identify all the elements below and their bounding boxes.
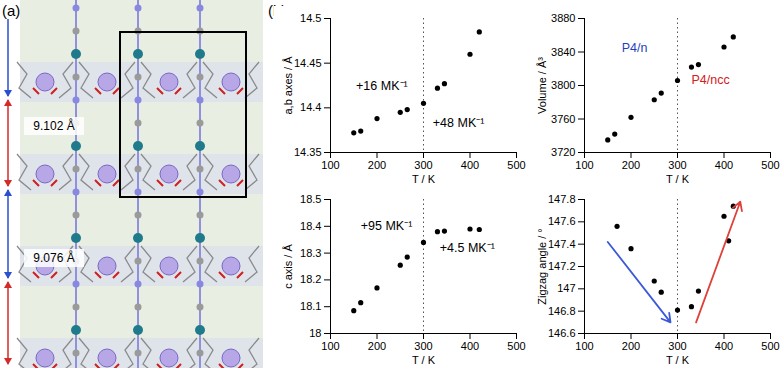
svg-text:T / K: T / K (666, 354, 690, 366)
svg-text:18.3: 18.3 (300, 247, 321, 259)
svg-text:200: 200 (368, 159, 386, 171)
svg-text:T / K: T / K (412, 354, 436, 366)
svg-text:147: 147 (557, 282, 575, 294)
svg-text:100: 100 (321, 159, 339, 171)
svg-text:T / K: T / K (666, 173, 690, 185)
svg-text:146.8: 146.8 (548, 305, 576, 317)
svg-text:14.4: 14.4 (300, 101, 321, 113)
svg-text:200: 200 (368, 340, 386, 352)
svg-text:100: 100 (575, 340, 593, 352)
html-text:(b): (b) (268, 2, 287, 19)
svg-text:18: 18 (309, 327, 321, 339)
svg-text:100: 100 (575, 159, 593, 171)
svg-text:300: 300 (668, 340, 686, 352)
svg-text:400: 400 (715, 340, 733, 352)
svg-text:146.6: 146.6 (548, 327, 576, 339)
svg-text:18.1: 18.1 (300, 300, 321, 312)
svg-text:3800: 3800 (551, 79, 575, 91)
svg-text:9.102 Å: 9.102 Å (33, 118, 74, 133)
svg-text:14.5: 14.5 (300, 12, 321, 24)
svg-text:c axis / Å: c axis / Å (282, 244, 294, 289)
svg-text:300: 300 (668, 159, 686, 171)
svg-text:147.6: 147.6 (548, 215, 576, 227)
svg-text:3880: 3880 (551, 12, 575, 24)
svg-text:500: 500 (761, 340, 779, 352)
svg-text:400: 400 (461, 340, 479, 352)
svg-text:400: 400 (461, 159, 479, 171)
svg-text:3840: 3840 (551, 46, 575, 58)
svg-text:+16 MK⁻¹: +16 MK⁻¹ (356, 79, 408, 93)
svg-text:200: 200 (622, 159, 640, 171)
svg-text:T / K: T / K (412, 173, 436, 185)
svg-text:500: 500 (507, 159, 525, 171)
svg-text:147.4: 147.4 (548, 238, 576, 250)
svg-text:3760: 3760 (551, 113, 575, 125)
svg-text:P4/ncc: P4/ncc (691, 73, 729, 87)
svg-text:9.076 Å: 9.076 Å (33, 250, 74, 265)
svg-text:500: 500 (761, 159, 779, 171)
svg-text:14.35: 14.35 (294, 146, 322, 158)
svg-text:P4/n: P4/n (622, 41, 648, 55)
svg-text:Volume / Å³: Volume / Å³ (536, 57, 548, 114)
svg-text:18.5: 18.5 (300, 193, 321, 205)
svg-text:300: 300 (414, 340, 432, 352)
svg-text:100: 100 (321, 340, 339, 352)
svg-text:+4.5 MK⁻¹: +4.5 MK⁻¹ (440, 241, 495, 255)
svg-text:500: 500 (507, 340, 525, 352)
html-text:(a): (a) (2, 2, 21, 19)
svg-text:18.4: 18.4 (300, 220, 321, 232)
svg-text:14.45: 14.45 (294, 57, 322, 69)
svg-text:147.8: 147.8 (548, 193, 576, 205)
svg-text:18.2: 18.2 (300, 273, 321, 285)
svg-text:a,b axes / Å: a,b axes / Å (282, 56, 294, 115)
svg-text:147.2: 147.2 (548, 260, 576, 272)
svg-text:+95 MK⁻¹: +95 MK⁻¹ (361, 219, 413, 233)
svg-text:400: 400 (715, 159, 733, 171)
svg-text:+48 MK⁻¹: +48 MK⁻¹ (433, 116, 485, 130)
svg-text:3720: 3720 (551, 146, 575, 158)
svg-text:300: 300 (414, 159, 432, 171)
svg-text:Zigzag angle / °: Zigzag angle / ° (536, 228, 548, 305)
svg-text:200: 200 (622, 340, 640, 352)
